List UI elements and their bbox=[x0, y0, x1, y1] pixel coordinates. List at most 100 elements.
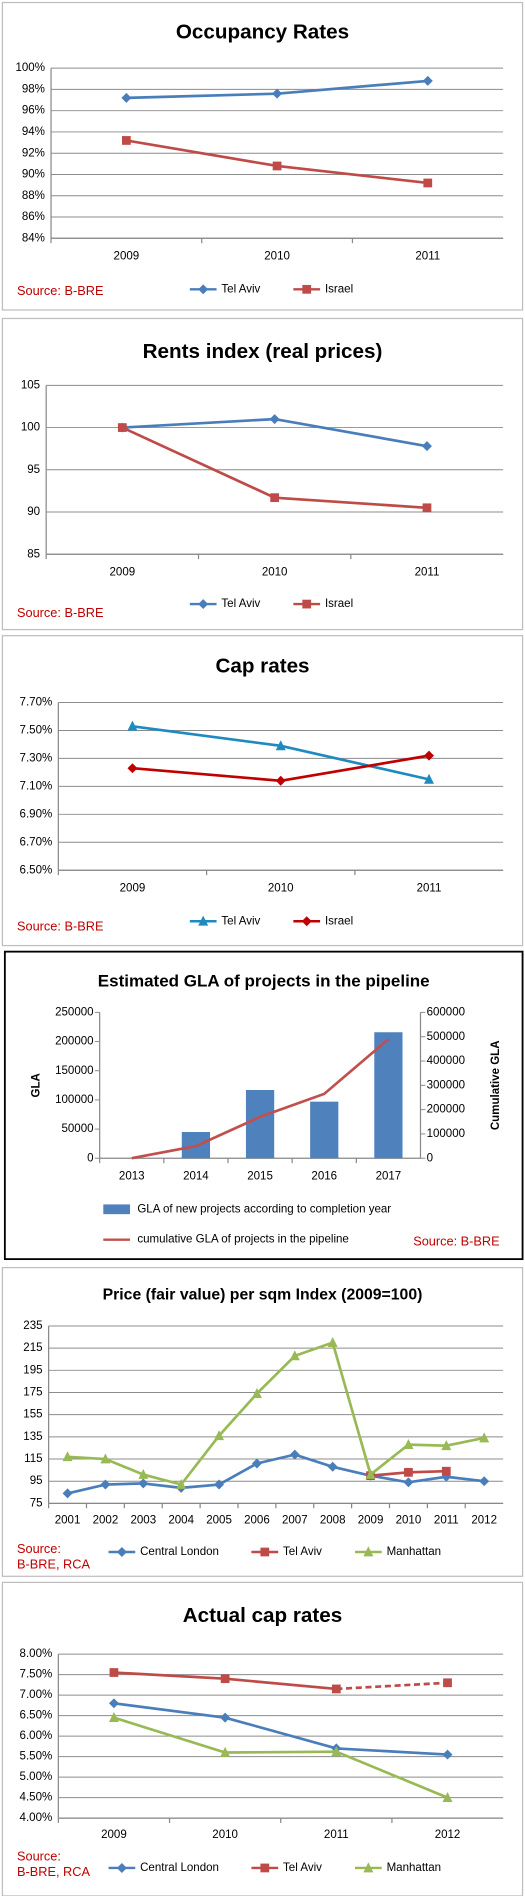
series-line bbox=[113, 1701, 448, 1756]
y-tick-label: 100000 bbox=[55, 1094, 93, 1106]
marker bbox=[100, 1453, 111, 1464]
legend-label: Israel bbox=[325, 283, 353, 295]
y-tick-label: 90 bbox=[27, 506, 40, 518]
marker bbox=[441, 1471, 452, 1482]
marker bbox=[122, 136, 131, 145]
x-tick-label: 2010 bbox=[396, 1514, 422, 1526]
legend-label: Israel bbox=[325, 915, 353, 927]
bar bbox=[374, 1032, 403, 1159]
series-line-dashed bbox=[336, 1681, 448, 1691]
marker bbox=[138, 1468, 149, 1479]
y-tick-label: 4.50% bbox=[20, 1792, 53, 1804]
marker bbox=[424, 773, 434, 784]
marker bbox=[365, 1468, 376, 1479]
series-line bbox=[67, 1340, 485, 1487]
legend-swatch bbox=[103, 1204, 131, 1215]
x-tick-label: 2011 bbox=[434, 1514, 459, 1526]
y-tick-label: 84% bbox=[22, 232, 45, 244]
chart-title: Cap rates bbox=[215, 655, 309, 678]
marker bbox=[198, 599, 209, 610]
x-tick-label: 2009 bbox=[101, 1829, 127, 1841]
x-tick-label: 2009 bbox=[114, 251, 140, 263]
chart-title: Actual cap rates bbox=[183, 1604, 342, 1627]
marker bbox=[442, 1792, 453, 1803]
source-note: Source: B-BRE bbox=[413, 1233, 499, 1248]
y2-tick-label: 300000 bbox=[427, 1079, 465, 1091]
source-note: Source: bbox=[17, 1848, 61, 1863]
source-note: Source: bbox=[17, 1541, 61, 1556]
x-tick-label: 2011 bbox=[324, 1829, 349, 1841]
y-tick-label: 96% bbox=[22, 105, 45, 117]
source-note: B-BRE, RCA bbox=[17, 1557, 90, 1572]
legend-label: Tel Aviv bbox=[283, 1546, 322, 1558]
x-tick-label: 2011 bbox=[415, 251, 440, 263]
x-tick-label: 2011 bbox=[417, 882, 442, 894]
panel bbox=[1, 1, 524, 311]
y-tick-label: 135 bbox=[23, 1431, 42, 1443]
y-tick-label: 75 bbox=[30, 1497, 43, 1509]
y-tick-label: 85 bbox=[27, 548, 40, 560]
x-tick-label: 2011 bbox=[415, 567, 440, 579]
y-tick-label: 100% bbox=[15, 62, 45, 74]
y-tick-label: 115 bbox=[24, 1453, 42, 1465]
y-tick-label: 155 bbox=[23, 1409, 42, 1421]
marker bbox=[302, 599, 312, 609]
y2-tick-label: 600000 bbox=[427, 1006, 465, 1018]
marker bbox=[108, 1698, 119, 1709]
x-tick-label: 2003 bbox=[130, 1514, 156, 1526]
y-tick-label: 7.30% bbox=[20, 752, 53, 764]
panel bbox=[1, 1581, 524, 1896]
y-tick-label: 7.50% bbox=[20, 725, 53, 737]
x-tick-label: 2008 bbox=[320, 1514, 346, 1526]
y-tick-label: 6.50% bbox=[20, 1710, 53, 1722]
x-tick-label: 2010 bbox=[264, 251, 290, 263]
x-tick-label: 2001 bbox=[55, 1514, 81, 1526]
marker bbox=[100, 1479, 111, 1490]
marker bbox=[424, 750, 434, 761]
y-tick-label: 200000 bbox=[55, 1036, 93, 1048]
legend-label: Manhattan bbox=[387, 1546, 442, 1558]
x-tick-label: 2014 bbox=[183, 1171, 209, 1183]
marker bbox=[421, 441, 432, 452]
y-tick-label: 90% bbox=[22, 169, 45, 181]
y2-tick-label: 500000 bbox=[427, 1031, 465, 1043]
y-tick-label: 100 bbox=[21, 422, 40, 434]
marker bbox=[62, 1451, 73, 1462]
y-tick-label: 175 bbox=[23, 1387, 42, 1399]
x-tick-label: 2010 bbox=[212, 1829, 238, 1841]
source-note: B-BRE, RCA bbox=[17, 1864, 90, 1879]
y-tick-label: 94% bbox=[22, 126, 45, 138]
marker bbox=[403, 1477, 414, 1488]
marker bbox=[441, 1466, 451, 1476]
y-tick-label: 7.00% bbox=[20, 1689, 53, 1701]
y-tick-label: 5.00% bbox=[20, 1771, 53, 1783]
y-tick-label: 6.70% bbox=[20, 836, 53, 848]
series-line bbox=[131, 1038, 390, 1160]
source-note: Source: B-BRE bbox=[17, 605, 103, 620]
source-note: Source: B-BRE bbox=[17, 283, 103, 298]
panel bbox=[1, 1267, 524, 1577]
marker bbox=[272, 88, 283, 99]
marker bbox=[251, 1458, 262, 1469]
marker bbox=[403, 1439, 414, 1449]
bar bbox=[245, 1089, 275, 1159]
marker bbox=[220, 1712, 231, 1723]
marker bbox=[331, 1746, 342, 1757]
marker bbox=[214, 1430, 225, 1441]
marker bbox=[220, 1746, 231, 1757]
chart-title: Price (fair value) per sqm Index (2009=1… bbox=[103, 1287, 423, 1304]
x-tick-label: 2017 bbox=[376, 1171, 402, 1183]
x-tick-label: 2002 bbox=[93, 1514, 119, 1526]
marker bbox=[260, 1863, 270, 1873]
y-tick-label: 7.70% bbox=[20, 697, 53, 709]
y2-tick-label: 100000 bbox=[427, 1128, 465, 1140]
y-tick-label: 7.50% bbox=[20, 1669, 53, 1681]
legend-label: cumulative GLA of projects in the pipeli… bbox=[137, 1234, 349, 1246]
x-tick-label: 2009 bbox=[358, 1514, 384, 1526]
legend-label: Central London bbox=[140, 1862, 219, 1874]
y-tick-label: 6.50% bbox=[20, 864, 53, 876]
marker bbox=[363, 1862, 374, 1873]
y-tick-label: 98% bbox=[22, 83, 45, 95]
marker bbox=[117, 423, 127, 432]
y-tick-label: 7.10% bbox=[20, 780, 53, 792]
